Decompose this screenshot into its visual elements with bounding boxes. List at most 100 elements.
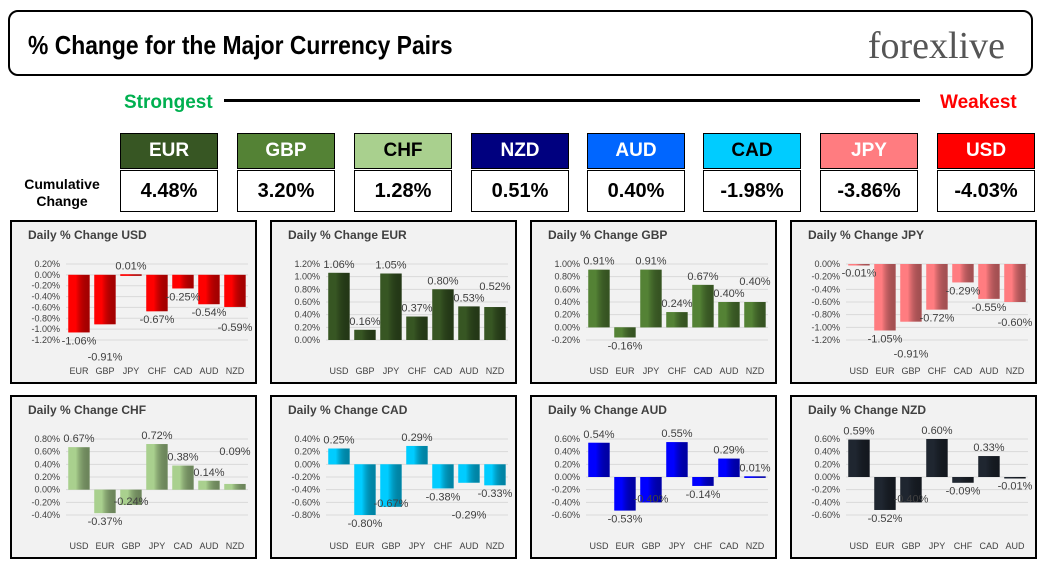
bar-shade [588,269,610,328]
chart-title: Daily % Change AUD [548,403,667,417]
chart-title: Daily % Change GBP [548,228,668,242]
cumulative-value: 1.28% [354,170,452,212]
bar-shade [952,264,974,283]
chart-title: Daily % Change JPY [808,228,925,242]
bar-shade [848,439,870,477]
currency-code: CHF [354,133,452,169]
currency-code: GBP [237,133,335,169]
x-tick-label: USD [849,541,869,551]
bar-shade [68,274,90,333]
bar-shade [978,264,1000,299]
x-tick-label: NZD [486,541,505,551]
data-label: -0.55% [972,302,1007,314]
x-tick-label: GBP [355,366,374,376]
cumulative-value: -1.98% [703,170,801,212]
y-tick-label: 0.00% [34,485,60,495]
data-label: -0.53% [608,514,643,526]
chart-aud: Daily % Change AUD -0.60% -0.40% -0.20% 0.00… [530,395,777,559]
data-label: -0.38% [426,491,461,503]
chart-jpy: Daily % Change JPY -1.20% -1.00% -0.80% -0.6… [790,220,1037,384]
y-tick-label: 0.20% [554,310,580,320]
data-label: 0.67% [687,271,718,283]
y-tick-label: 0.20% [34,472,60,482]
bar-shade [146,444,168,490]
data-label: 0.55% [661,428,692,440]
x-tick-label: NZD [746,541,765,551]
currency-box-jpy: JPY -3.86% [820,133,918,212]
bar-shade [94,274,116,325]
data-label: 0.91% [583,256,614,268]
bar-shade [666,442,688,477]
bar-shade [484,307,506,340]
data-label: -0.80% [348,518,383,530]
y-tick-label: -0.60% [811,510,840,520]
y-tick-label: 0.20% [34,259,60,269]
y-tick-label: 0.60% [554,434,580,444]
y-tick-label: -1.00% [811,322,840,332]
y-tick-label: 0.00% [814,259,840,269]
chart-title: Daily % Change CAD [288,403,408,417]
cumulative-change-label: Cumulative Change [24,176,100,209]
currency-box-gbp: GBP 3.20% [237,133,335,212]
bar-shade [406,316,428,340]
bar-shade [900,477,922,503]
bar-shade [146,274,168,312]
bar-shade [406,445,428,465]
data-label: -0.91% [88,351,123,363]
x-tick-label: EUR [69,366,89,376]
y-tick-label: 0.20% [294,322,320,332]
bar-shade [640,477,662,503]
chart-gbp: Daily % Change GBP -0.20% 0.00% 0.20% 0.40% 0… [530,220,777,384]
y-tick-label: -0.40% [31,510,60,520]
x-tick-label: USD [329,366,349,376]
x-tick-label: GBP [381,541,400,551]
y-tick-label: -0.40% [811,284,840,294]
bar-shade [614,327,636,338]
x-tick-label: CAD [433,366,453,376]
bar-shade [68,447,90,490]
bar-shade [172,465,194,490]
x-tick-label: JPY [123,366,140,376]
strength-divider [224,99,920,102]
x-tick-label: USD [849,366,869,376]
data-label: -0.59% [218,322,253,334]
x-tick-label: GBP [641,541,660,551]
data-label: -0.29% [452,510,487,522]
bar-shade [848,264,870,266]
x-tick-label: NZD [746,366,765,376]
x-tick-label: NZD [226,366,245,376]
y-tick-label: 0.80% [554,272,580,282]
chart-title: Daily % Change USD [28,228,147,242]
data-label: 0.52% [479,281,510,293]
x-tick-label: AUD [459,541,479,551]
bar-shade [692,477,714,486]
bar-shade [120,274,142,276]
data-label: 0.54% [583,429,614,441]
data-label: 0.25% [323,435,354,447]
bar-shade [900,264,922,322]
y-tick-label: -0.20% [811,485,840,495]
x-tick-label: CHF [694,541,713,551]
y-tick-label: 0.60% [554,284,580,294]
data-label: -0.33% [478,488,513,500]
currency-box-nzd: NZD 0.51% [471,133,569,212]
x-tick-label: CAD [979,541,999,551]
data-label: 0.53% [453,292,484,304]
currency-box-eur: EUR 4.48% [120,133,218,212]
x-tick-label: AUD [199,366,219,376]
x-tick-label: CHF [928,366,947,376]
y-tick-label: -0.40% [551,497,580,507]
bar-shade [666,312,688,328]
chart-chf: Daily % Change CHF -0.40% -0.20% 0.00% 0.20%… [10,395,257,559]
y-tick-label: -0.20% [31,497,60,507]
currency-box-chf: CHF 1.28% [354,133,452,212]
x-tick-label: EUR [615,366,635,376]
data-label: 1.06% [323,259,354,271]
data-label: 0.67% [63,433,94,445]
bar-shade [744,302,766,328]
bar-shade [432,289,454,340]
y-tick-label: -0.40% [811,497,840,507]
y-tick-label: -0.20% [551,485,580,495]
x-tick-label: CAD [719,541,739,551]
data-label: -0.25% [166,291,201,303]
